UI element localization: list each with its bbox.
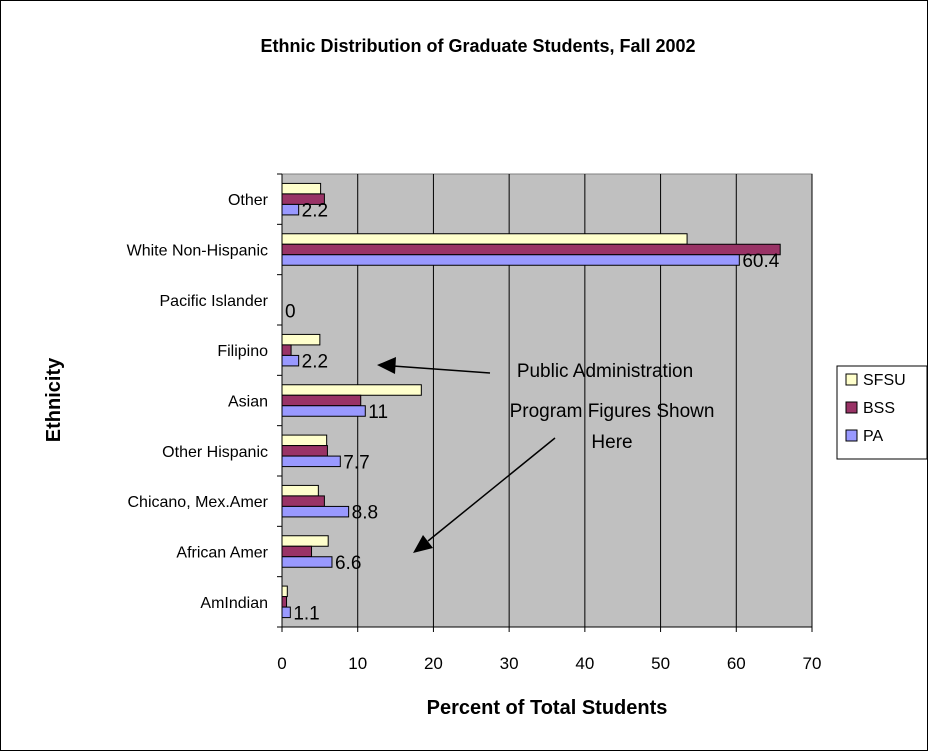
category-label-4: Asian: [228, 394, 268, 411]
x-tick-label-3: 30: [500, 654, 519, 673]
bar-bss-3: [281, 445, 328, 457]
annotation-arrowhead-2: [413, 535, 433, 553]
bar-sfsu-1: [281, 535, 329, 547]
chart-title: Ethnic Distribution of Graduate Students…: [260, 36, 695, 56]
data-label-3: 7.7: [343, 452, 369, 473]
category-label-7: White Non-Hispanic: [127, 243, 268, 260]
annotation-line-2: Program Figures Shown: [510, 401, 715, 422]
data-labels: 1.1 6.6 8.8 7.7 11 2.2 0 60.4 2.2: [285, 201, 780, 625]
legend-label-bss: BSS: [863, 400, 895, 417]
x-tick-labels: 0 10 20 30 40 50 60 70: [277, 654, 821, 673]
bar-sfsu-7: [281, 233, 688, 245]
data-label-8: 2.2: [302, 201, 328, 222]
bar-bss-7: [281, 243, 781, 256]
annotation-line-3: Here: [591, 432, 632, 453]
bar-pa-5: [281, 354, 300, 367]
legend: SFSU BSS PA: [836, 365, 928, 460]
annotation-arrow-1: [392, 365, 491, 374]
bar-pa-1: [281, 556, 333, 568]
x-tick-label-1: 10: [348, 654, 367, 673]
data-label-5: 2.2: [302, 352, 328, 373]
x-tick-label-7: 70: [803, 654, 822, 673]
y-axis-title: Ethnicity: [43, 357, 65, 442]
data-label-2: 8.8: [352, 503, 378, 524]
bar-bss-1: [281, 545, 313, 558]
bar-sfsu-2: [281, 484, 319, 497]
bar-sfsu-5: [281, 333, 321, 346]
bar-sfsu-0: [281, 585, 288, 598]
annotation: Public Administration Program Figures Sh…: [377, 357, 714, 553]
x-tick-label-5: 50: [651, 654, 670, 673]
category-label-0: AmIndian: [200, 595, 268, 612]
category-label-5: Filipino: [217, 343, 268, 360]
bar-pa-4: [281, 405, 366, 417]
category-label-8: Other: [228, 192, 269, 209]
bar-pa-2: [281, 505, 350, 518]
category-labels: AmIndian African Amer Chicano, Mex.Amer Oth…: [127, 192, 269, 612]
bar-bss-0: [281, 596, 288, 608]
legend-swatch-sfsu: [845, 373, 858, 386]
data-label-0: 1.1: [293, 603, 319, 624]
bar-sfsu-3: [281, 434, 328, 447]
legend-label-sfsu: SFSU: [863, 372, 906, 389]
category-label-6: Pacific Islander: [160, 293, 269, 310]
bar-bss-5: [281, 344, 292, 356]
bar-sfsu-4: [281, 384, 422, 396]
data-label-4: 11: [368, 402, 388, 423]
annotation-arrow-2: [427, 437, 556, 542]
bar-sfsu-8: [281, 182, 322, 195]
legend-swatch-bss: [845, 401, 858, 414]
x-tick-label-2: 20: [424, 654, 443, 673]
x-tick-label-4: 40: [575, 654, 594, 673]
bar-bss-2: [281, 495, 325, 507]
data-label-6: 0: [285, 301, 296, 322]
bar-pa-0: [281, 606, 291, 619]
category-label-2: Chicano, Mex.Amer: [128, 494, 269, 511]
data-label-1: 6.6: [335, 553, 361, 574]
data-label-7: 60.4: [742, 251, 779, 272]
category-label-3: Other Hispanic: [162, 444, 268, 461]
x-tick-label-0: 0: [277, 654, 286, 673]
bar-pa-7: [281, 254, 740, 266]
x-tick-label-6: 60: [727, 654, 746, 673]
annotation-line-1: Public Administration: [517, 361, 693, 382]
annotation-arrowhead-1: [377, 357, 396, 374]
legend-swatch-pa: [845, 429, 858, 442]
x-axis-title: Percent of Total Students: [427, 697, 668, 719]
bar-bss-4: [281, 394, 362, 407]
bar-pa-8: [281, 203, 300, 216]
category-label-1: African Amer: [176, 545, 268, 562]
axis-ticks: [277, 173, 813, 632]
bar-pa-3: [281, 455, 341, 468]
legend-label-pa: PA: [863, 428, 883, 445]
